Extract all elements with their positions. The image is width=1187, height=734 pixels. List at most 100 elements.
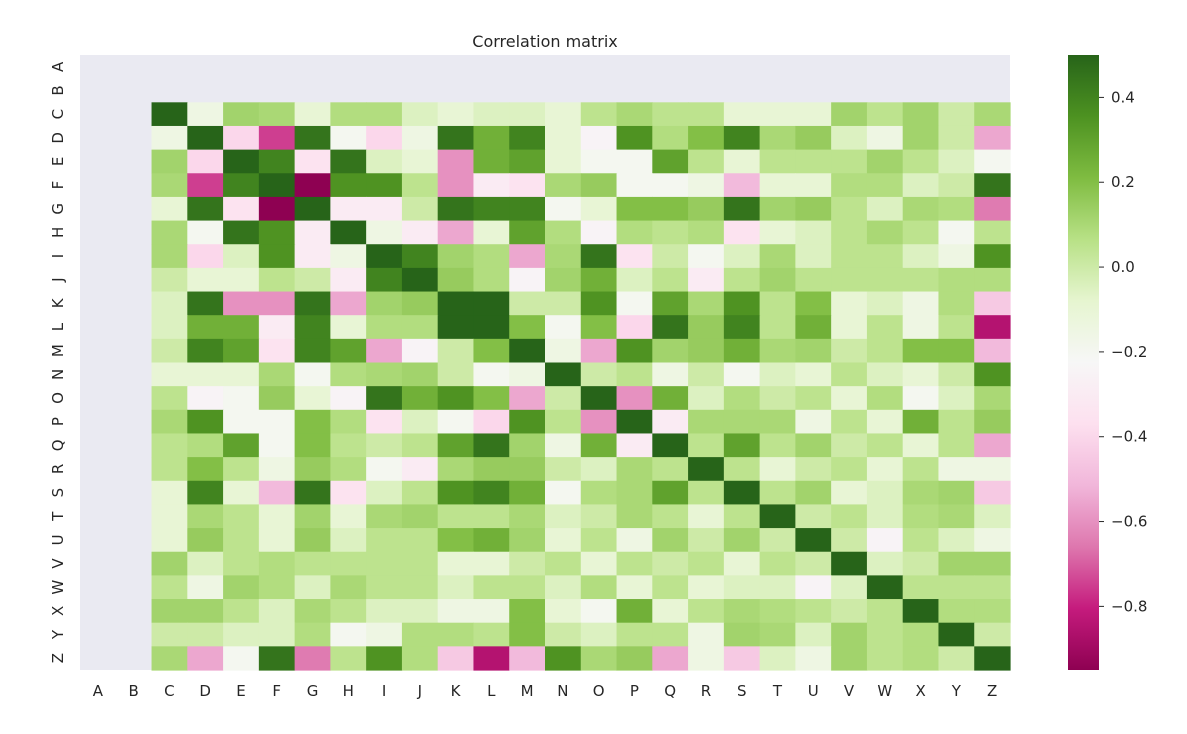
heatmap-cell-K-Z (974, 291, 1011, 316)
heatmap-cell-S-R (688, 480, 725, 506)
heatmap-cell-P-N (545, 409, 582, 435)
heatmap-cell-P-F (258, 409, 296, 435)
heatmap-cell-K-W (866, 291, 904, 316)
heatmap-cell-Y-W (866, 622, 904, 647)
heatmap-cell-I-X (902, 244, 940, 269)
heatmap-cell-S-J (401, 480, 439, 506)
heatmap-cell-Q-H (330, 433, 367, 458)
heatmap-cell-Z-L (473, 646, 510, 671)
colorbar-tick-label: 0.2 (1111, 173, 1135, 191)
heatmap-cell-H-Q (652, 220, 689, 245)
heatmap-cell-H-D (187, 220, 224, 245)
heatmap-cell-L-V (831, 315, 868, 340)
heatmap-cell-X-J (401, 599, 439, 624)
heatmap-cell-E-X (902, 149, 940, 174)
heatmap-cell-I-M (509, 244, 546, 269)
heatmap-cell-K-R (688, 291, 725, 316)
heatmap-cell-X-K (437, 599, 475, 624)
heatmap-cell-C-D (187, 102, 224, 127)
heatmap-cell-X-Y (938, 599, 975, 624)
heatmap-cell-E-T (759, 149, 796, 174)
heatmap-cell-T-U (795, 504, 832, 529)
heatmap-cell-V-G (294, 551, 331, 576)
heatmap-cell-F-N (545, 173, 582, 198)
heatmap-cell-F-S (723, 173, 761, 198)
heatmap-cell-X-V (831, 599, 868, 624)
heatmap-cell-C-I (366, 102, 403, 127)
heatmap-cell-T-J (401, 504, 439, 529)
heatmap-cell-I-F (258, 244, 296, 269)
colorbar-tick-label: −0.8 (1111, 597, 1147, 615)
heatmap-cell-O-L (473, 386, 510, 411)
heatmap-cell-Q-O (580, 433, 618, 458)
heatmap-cell-Z-X (902, 646, 940, 671)
heatmap-cell-E-Z (974, 149, 1011, 174)
heatmap-cell-K-E (223, 291, 260, 316)
heatmap-cell-K-J (401, 291, 439, 316)
heatmap-cell-V-X (902, 551, 940, 576)
heatmap-cell-M-V (831, 338, 868, 364)
heatmap-cell-K-O (580, 291, 618, 316)
heatmap-cell-X-C (151, 599, 188, 624)
heatmap-cell-U-U (795, 528, 832, 553)
heatmap-cell-I-H (330, 244, 367, 269)
heatmap-cell-F-T (759, 173, 796, 198)
heatmap-cell-E-L (473, 149, 510, 174)
heatmap-cell-S-D (187, 480, 224, 506)
heatmap-cell-U-C (151, 528, 188, 553)
heatmap-cell-Y-Z (974, 622, 1011, 647)
heatmap-cell-D-V (831, 125, 868, 151)
heatmap-cell-V-Z (974, 551, 1011, 576)
heatmap-cell-L-S (723, 315, 761, 340)
heatmap-cell-P-E (223, 409, 260, 435)
heatmap-cell-W-Z (974, 575, 1011, 600)
heatmap-cell-W-I (366, 575, 403, 600)
heatmap-cell-T-X (902, 504, 940, 529)
y-tick-label-S: S (49, 488, 67, 498)
x-tick-label-T: T (772, 682, 783, 700)
heatmap-cell-U-H (330, 528, 367, 553)
heatmap-cell-R-I (366, 457, 403, 482)
heatmap-cell-Z-F (258, 646, 296, 671)
heatmap-cell-Q-S (723, 433, 761, 458)
heatmap-cell-P-J (401, 409, 439, 435)
heatmap-cell-P-I (366, 409, 403, 435)
x-tick-label-Q: Q (664, 682, 676, 700)
heatmap-cell-R-G (294, 457, 331, 482)
heatmap-cell-O-K (437, 386, 475, 411)
heatmap-cell-H-U (795, 220, 832, 245)
heatmap-cell-P-R (688, 409, 725, 435)
heatmap-cell-L-G (294, 315, 331, 340)
heatmap-cell-Z-S (723, 646, 761, 671)
heatmap-cell-M-D (187, 338, 224, 364)
heatmap-cell-W-D (187, 575, 224, 600)
heatmap-cell-H-J (401, 220, 439, 245)
heatmap-cell-Z-C (151, 646, 188, 671)
heatmap-cell-Q-F (258, 433, 296, 458)
heatmap-cell-H-L (473, 220, 510, 245)
heatmap-cell-J-S (723, 267, 761, 293)
heatmap-cell-V-I (366, 551, 403, 576)
heatmap-cell-U-L (473, 528, 510, 553)
heatmap-cell-O-H (330, 386, 367, 411)
heatmap-cell-N-Y (938, 362, 975, 387)
heatmap-cell-E-R (688, 149, 725, 174)
heatmap-cell-E-U (795, 149, 832, 174)
heatmap-cell-Y-J (401, 622, 439, 647)
x-tick-label-W: W (877, 682, 892, 700)
heatmap-cell-V-P (616, 551, 653, 576)
heatmap-cell-R-X (902, 457, 940, 482)
heatmap-cell-F-D (187, 173, 224, 198)
heatmap-cell-W-S (723, 575, 761, 600)
heatmap-cell-X-T (759, 599, 796, 624)
heatmap-cell-M-Q (652, 338, 689, 364)
heatmap-cell-X-Z (974, 599, 1011, 624)
x-tick-label-L: L (487, 682, 496, 700)
heatmap-cell-E-D (187, 149, 224, 174)
heatmap-cell-K-D (187, 291, 224, 316)
heatmap-cell-L-C (151, 315, 188, 340)
y-tick-label-O: O (49, 392, 67, 404)
heatmap-cell-U-S (723, 528, 761, 553)
heatmap-cell-W-V (831, 575, 868, 600)
heatmap-cell-L-L (473, 315, 510, 340)
